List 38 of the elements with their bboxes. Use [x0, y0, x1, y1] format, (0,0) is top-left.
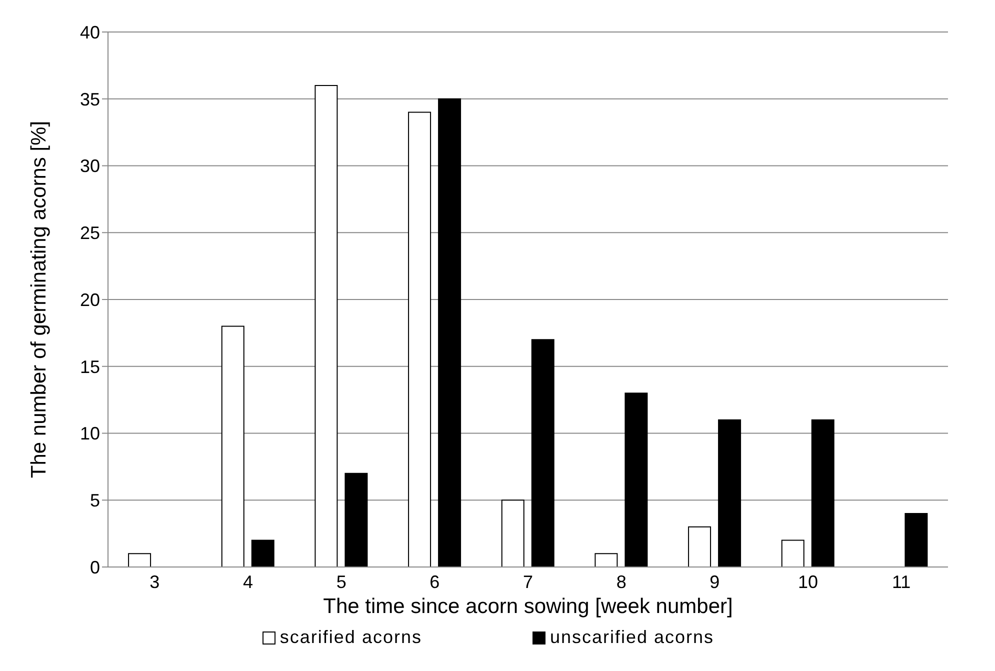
x-tick-label: 4 [242, 572, 254, 592]
x-tick-label: 11 [892, 572, 911, 592]
x-tick-label: 6 [430, 572, 440, 592]
bar [781, 540, 804, 567]
x-tick-label: 10 [798, 572, 818, 592]
y-tick-label: 30 [80, 156, 100, 176]
bar [344, 472, 368, 567]
y-tick-label: 15 [80, 356, 100, 377]
bar [904, 513, 928, 567]
bar [594, 553, 618, 567]
y-tick-label: 25 [80, 223, 100, 244]
bar [624, 392, 648, 567]
x-axis-title: The time since acorn sowing [week number] [323, 595, 733, 618]
bar [811, 419, 834, 567]
y-tick-label: 0 [90, 557, 100, 578]
bar [718, 419, 742, 567]
bar [128, 553, 152, 567]
x-tick-label: 3 [150, 572, 160, 592]
x-tick-label: 5 [336, 572, 346, 592]
bar [408, 112, 432, 567]
y-tick-label: 35 [80, 89, 100, 110]
bar [501, 500, 524, 567]
x-tick-label: 7 [522, 572, 534, 592]
y-axis-title: The number of germinating acorns [%] [27, 120, 50, 478]
bar [221, 326, 244, 567]
bar [314, 85, 338, 567]
y-tick-label: 5 [90, 490, 100, 511]
y-tick-label: 10 [80, 424, 100, 444]
x-tick-label: 9 [710, 572, 720, 592]
bar [438, 98, 462, 567]
y-tick-label: 40 [80, 22, 100, 42]
y-tick-label: 20 [80, 290, 100, 310]
x-tick-label: 8 [616, 572, 626, 592]
bar [688, 526, 712, 567]
legend-label: unscarified acorns [548, 627, 714, 648]
legend-label: scarified acorns [278, 627, 422, 648]
bar [531, 339, 554, 567]
bar [251, 540, 274, 567]
